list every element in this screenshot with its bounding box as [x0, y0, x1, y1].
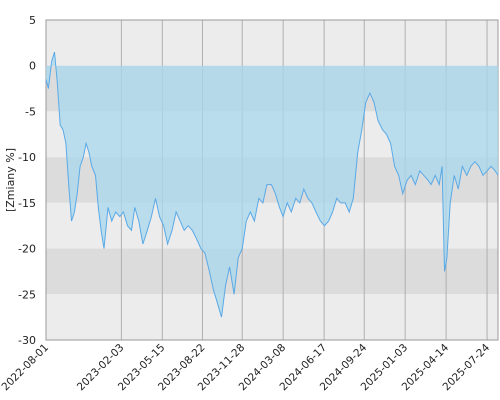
- plot-border: [45, 19, 499, 341]
- background-band: [46, 294, 498, 340]
- y-tick-label: -10: [18, 151, 36, 164]
- y-axis: 5 0 -5 -10 -15 -20 -25 -30: [18, 14, 36, 347]
- background-band: [46, 248, 498, 295]
- x-axis: 2022-08-01 2023-02-032023-05-152023-08-22…: [0, 341, 492, 393]
- background-band: [46, 20, 498, 66]
- series-line: [45, 51, 499, 318]
- y-tick-label: -20: [18, 243, 36, 256]
- y-axis-label: [Zmiany %]: [4, 148, 17, 212]
- x-tick-label: 2022-08-01: [0, 342, 51, 394]
- y-tick-label: -15: [18, 197, 36, 210]
- area-fill: [46, 52, 498, 318]
- y-tick-label: -25: [18, 288, 36, 301]
- y-tick-label: -5: [25, 105, 36, 118]
- y-tick-label: 0: [29, 60, 36, 73]
- y-tick-label: -30: [18, 334, 36, 347]
- y-tick-label: 5: [29, 14, 36, 27]
